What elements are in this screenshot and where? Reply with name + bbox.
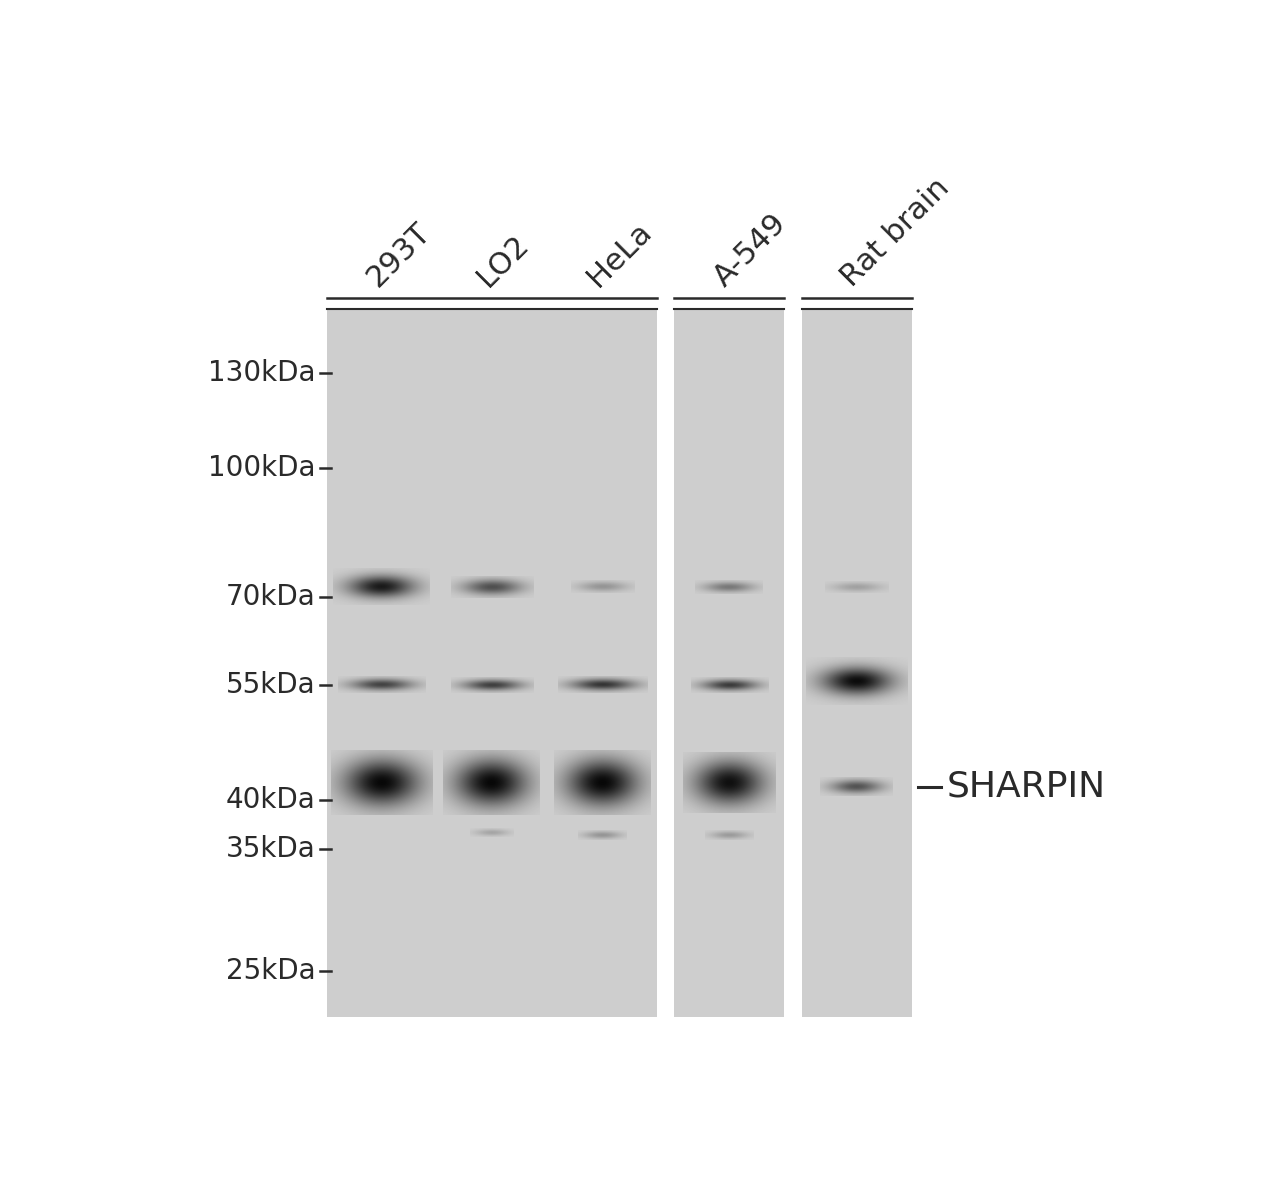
Bar	[675, 310, 785, 1017]
Text: 40kDa: 40kDa	[227, 786, 316, 815]
Text: 55kDa: 55kDa	[227, 670, 316, 699]
Text: 35kDa: 35kDa	[227, 835, 316, 863]
Text: 293T: 293T	[361, 217, 436, 292]
Text: 25kDa: 25kDa	[227, 957, 316, 985]
Text: A-549: A-549	[709, 208, 792, 292]
Text: HeLa: HeLa	[581, 216, 657, 292]
Text: 100kDa: 100kDa	[209, 454, 316, 482]
Text: 130kDa: 130kDa	[209, 358, 316, 387]
Text: Rat brain: Rat brain	[836, 173, 955, 292]
Bar	[801, 310, 911, 1017]
Text: LO2: LO2	[471, 229, 534, 292]
Bar	[326, 310, 657, 1017]
Text: SHARPIN: SHARPIN	[947, 770, 1106, 803]
Text: 70kDa: 70kDa	[227, 583, 316, 612]
